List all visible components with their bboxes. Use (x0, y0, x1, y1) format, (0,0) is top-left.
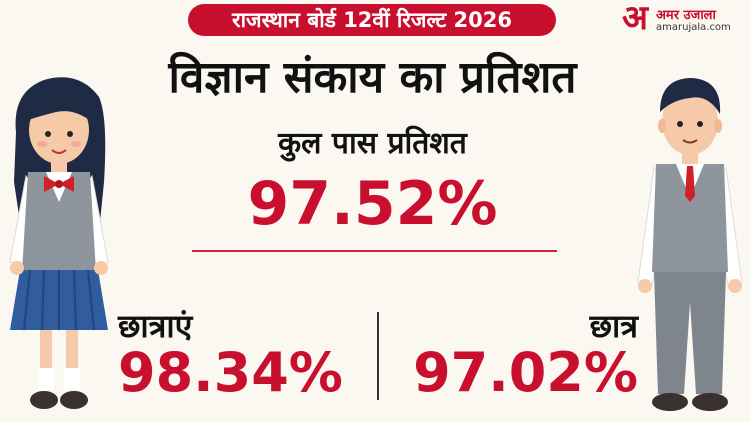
total-pass-label: कुल पास प्रतिशत (278, 126, 467, 161)
girls-value: 98.34% (118, 341, 343, 404)
header-banner: राजस्थान बोर्ड 12वीं रिजल्ट 2026 (188, 4, 556, 36)
logo-mark-icon: अ (622, 0, 648, 38)
girl-student-illustration-icon (9, 77, 109, 409)
boy-student-illustration-icon (637, 78, 743, 411)
vertical-divider (377, 312, 379, 400)
amarujala-logo[interactable]: अ अमर उजाला amarujala.com (622, 0, 742, 38)
divider-line (192, 250, 557, 252)
boys-value: 97.02% (413, 341, 638, 404)
logo-name: अमर उजाला (656, 8, 716, 23)
page-title: विज्ञान संकाय का प्रतिशत (168, 52, 577, 103)
total-pass-value: 97.52% (247, 169, 498, 239)
logo-url: amarujala.com (656, 22, 731, 33)
boys-label: छात्र (589, 307, 638, 345)
girls-label: छात्राएं (118, 307, 193, 345)
